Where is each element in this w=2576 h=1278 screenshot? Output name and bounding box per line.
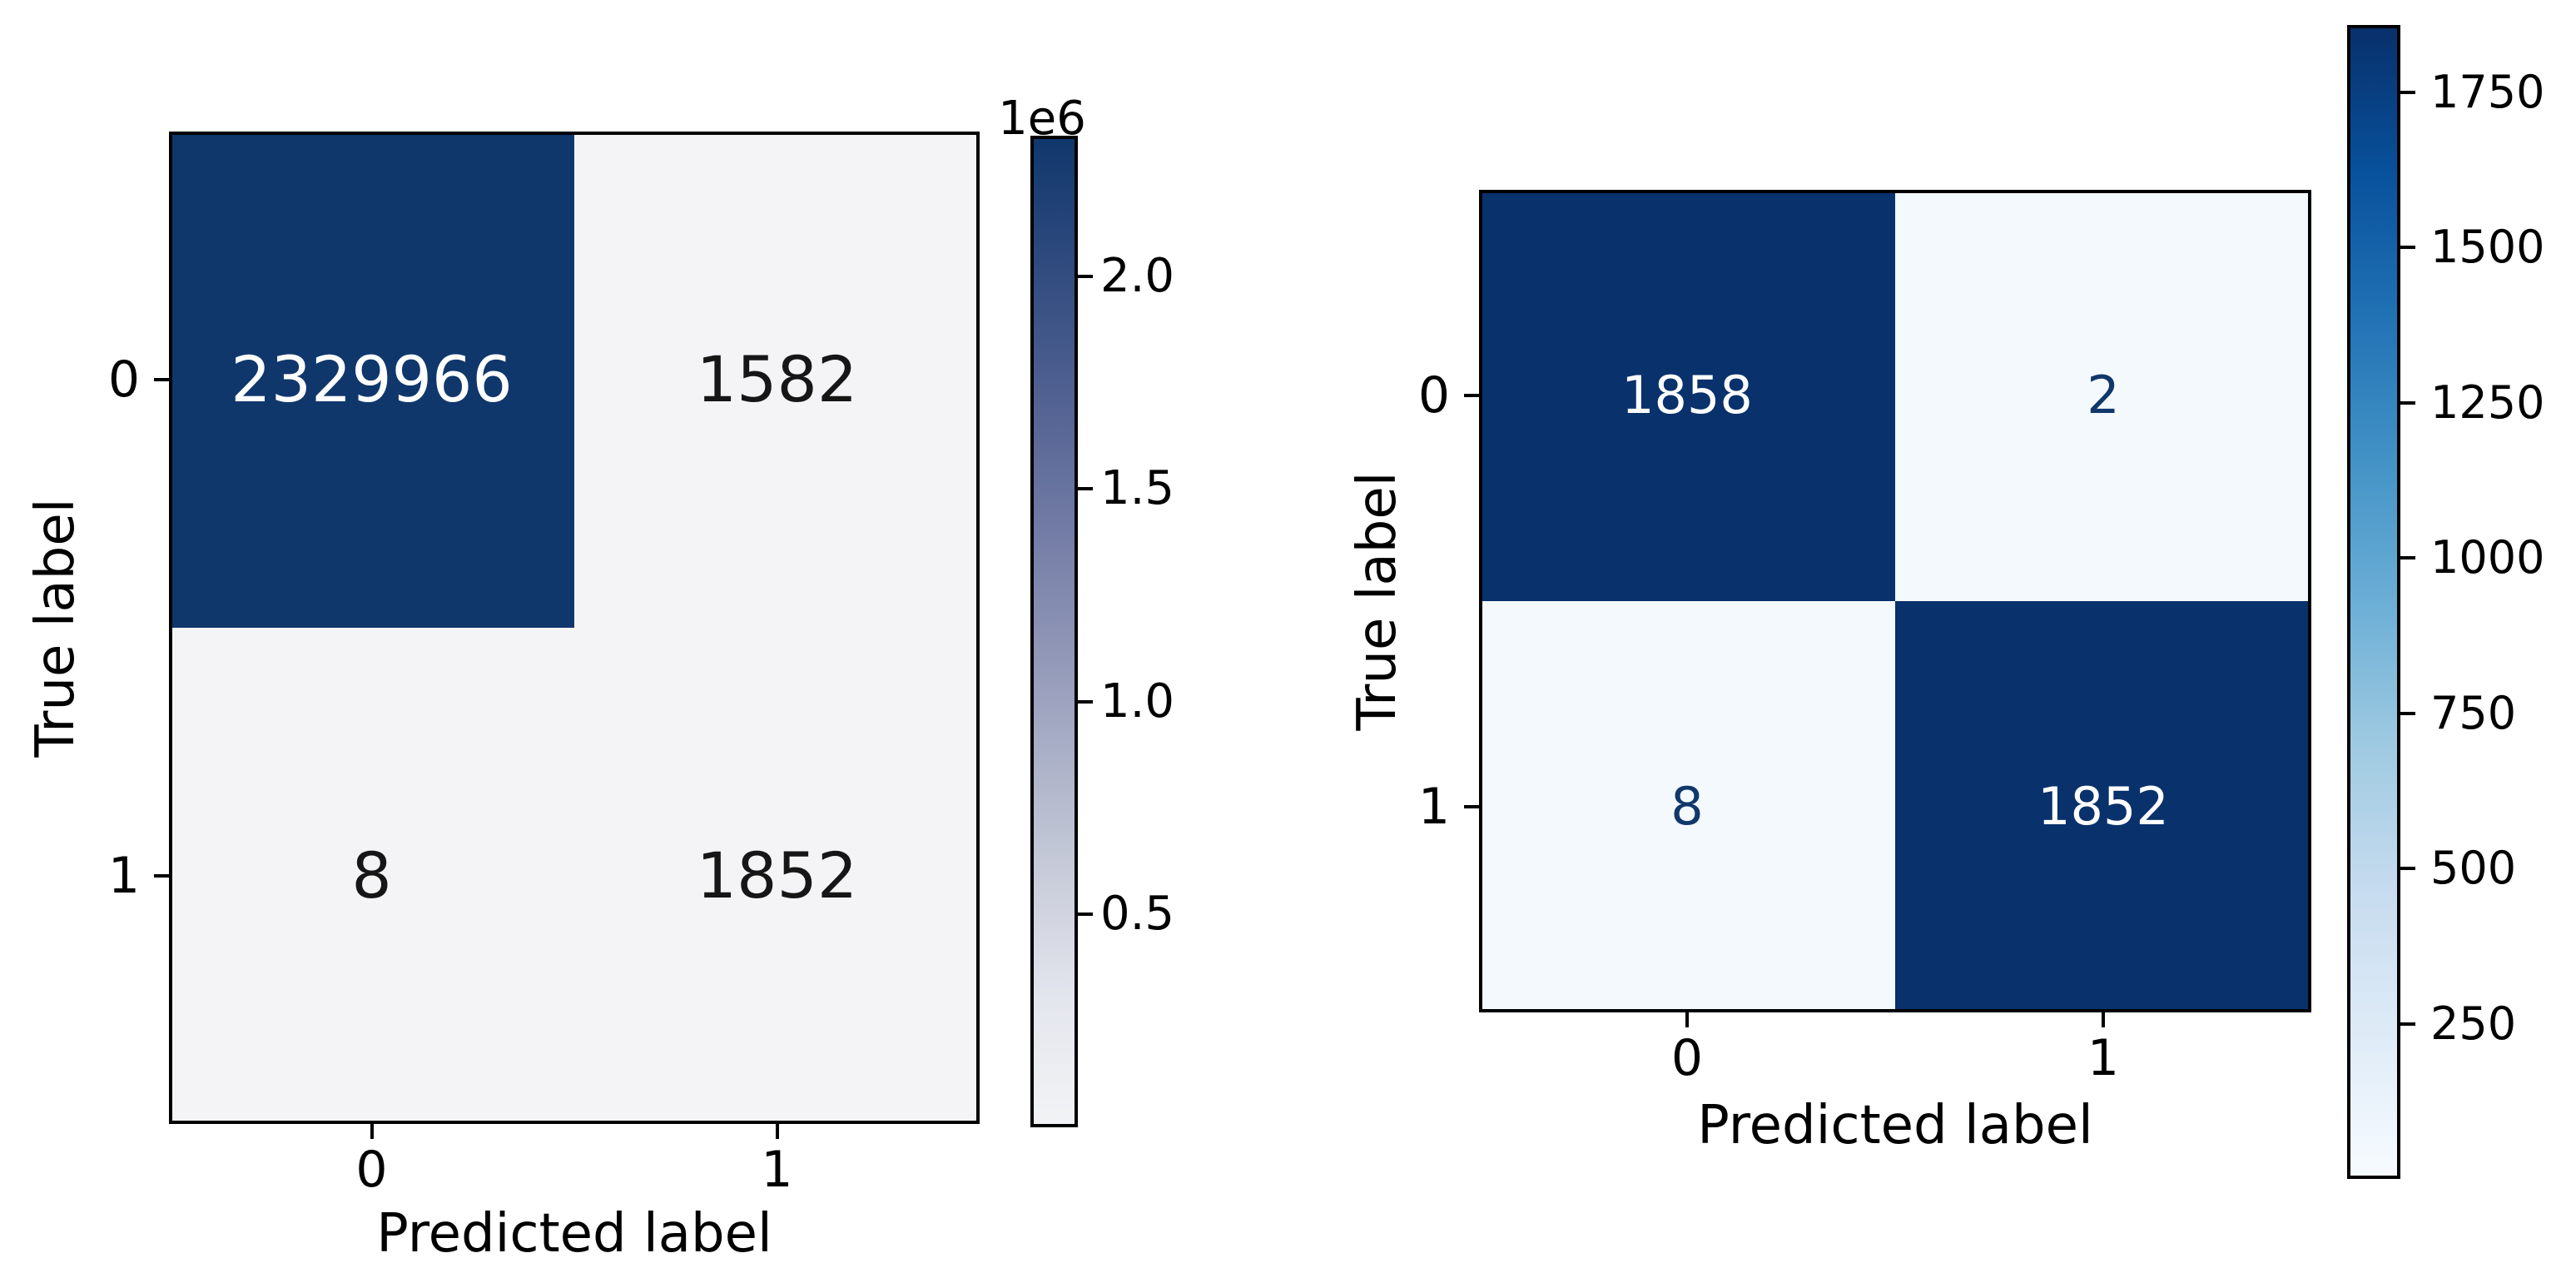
right-ylabel: True label (1347, 471, 1408, 731)
colorbar-tick-label-1.0: 1.0 (1100, 674, 1175, 729)
y-tick-mark-1 (154, 874, 169, 878)
colorbar-tick-mark-500 (2400, 867, 2415, 871)
colorbar-tick-label-1000: 1000 (2430, 531, 2545, 584)
colorbar-tick-mark-1250 (2400, 400, 2415, 405)
x-tick-label-0: 0 (355, 1141, 388, 1199)
right-axes: 1858 2 8 1852 (1479, 190, 2311, 1012)
colorbar-tick-mark-1750 (2400, 90, 2415, 94)
x-tick-mark-1 (775, 1124, 779, 1139)
y-tick-label-1: 1 (1417, 778, 1450, 836)
x-tick-mark-0 (370, 1124, 374, 1139)
y-tick-label-0: 0 (1417, 366, 1450, 425)
x-tick-label-1: 1 (761, 1141, 793, 1199)
colorbar-tick-mark-0.5 (1078, 913, 1093, 917)
colorbar-tick-label-1.5: 1.5 (1100, 461, 1175, 516)
y-tick-mark-0 (154, 378, 169, 381)
y-tick-mark-1 (1464, 805, 1479, 808)
colorbar-tick-label-250: 250 (2430, 997, 2517, 1050)
left-colorbar (1030, 136, 1078, 1127)
colorbar-tick-mark-1500 (2400, 246, 2415, 250)
colorbar-tick-label-500: 500 (2430, 842, 2517, 895)
colorbar-tick-label-2.0: 2.0 (1100, 248, 1175, 303)
cell-true1-pred1: 1852 (1895, 601, 2311, 1012)
colorbar-tick-mark-250 (2400, 1022, 2415, 1026)
cell-true1-pred0: 8 (169, 628, 574, 1124)
colorbar-tick-label-1500: 1500 (2430, 221, 2545, 274)
cell-true1-pred1: 1852 (574, 628, 980, 1124)
colorbar-tick-label-0.5: 0.5 (1100, 887, 1175, 942)
y-tick-label-0: 0 (107, 351, 140, 409)
cell-true0-pred0: 1858 (1479, 190, 1895, 601)
left-ylabel: True label (25, 498, 87, 758)
x-tick-mark-1 (2102, 1012, 2105, 1027)
colorbar-tick-mark-1.0 (1078, 699, 1093, 704)
left-xlabel: Predicted label (376, 1203, 772, 1265)
colorbar-tick-mark-1000 (2400, 556, 2415, 560)
x-tick-label-1: 1 (2087, 1029, 2120, 1087)
x-tick-label-0: 0 (1670, 1029, 1704, 1087)
cell-true0-pred1: 2 (1895, 190, 2311, 601)
x-tick-mark-0 (1685, 1012, 1689, 1027)
colorbar-tick-mark-2.0 (1078, 274, 1093, 278)
colorbar-tick-label-1250: 1250 (2430, 375, 2545, 429)
right-colorbar (2347, 25, 2400, 1179)
colorbar-tick-label-1750: 1750 (2430, 65, 2545, 118)
colorbar-tick-mark-750 (2400, 711, 2415, 715)
cell-true0-pred0: 2329966 (169, 132, 574, 628)
y-tick-label-1: 1 (107, 847, 140, 905)
colorbar-tick-mark-1.5 (1078, 487, 1093, 491)
left-colorbar-scale-label: 1e6 (998, 92, 1086, 146)
right-xlabel: Predicted label (1697, 1095, 2093, 1156)
y-tick-mark-0 (1464, 394, 1479, 397)
colorbar-tick-label-750: 750 (2430, 686, 2517, 739)
cell-true1-pred0: 8 (1479, 601, 1895, 1012)
left-axes: 2329966 1582 8 1852 (169, 132, 980, 1124)
cell-true0-pred1: 1582 (574, 132, 980, 628)
